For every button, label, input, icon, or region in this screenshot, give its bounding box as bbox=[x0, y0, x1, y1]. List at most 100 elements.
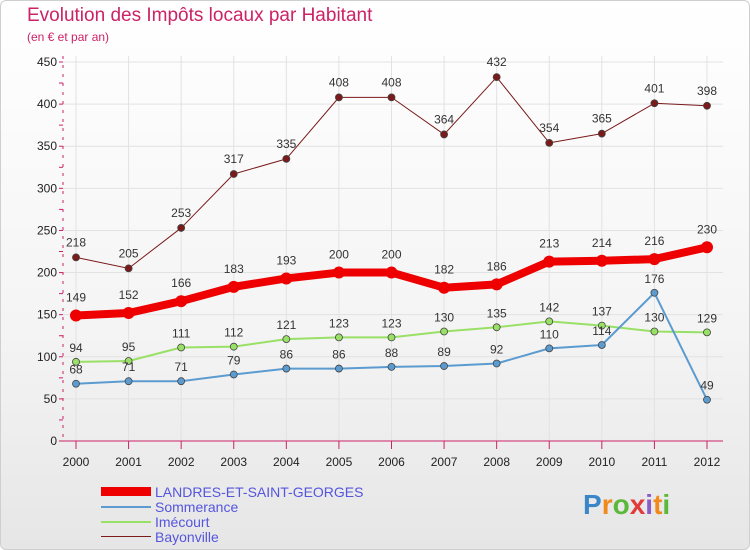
y-tick-label-400: 400 bbox=[37, 97, 57, 111]
legend-swatch-imecourt bbox=[101, 521, 151, 523]
point-sommerance-2003 bbox=[229, 370, 238, 379]
point-bayonville-2005 bbox=[335, 93, 343, 102]
x-tick-label-2006: 2006 bbox=[378, 455, 405, 469]
y-tick-label-350: 350 bbox=[37, 139, 57, 153]
data-label-im-court-2011: 130 bbox=[644, 311, 664, 325]
point-landres-et-saint-georges-2005 bbox=[332, 266, 345, 279]
point-sommerance-2006 bbox=[387, 362, 396, 371]
data-label-im-court-2000: 94 bbox=[69, 341, 83, 355]
legend-item-sommerance: Sommerance bbox=[101, 499, 421, 515]
data-label-bayonville-2008: 432 bbox=[487, 55, 507, 69]
x-tick-label-2010: 2010 bbox=[588, 455, 615, 469]
data-label-im-court-2003: 112 bbox=[224, 326, 243, 340]
point-im-court-2008 bbox=[492, 323, 501, 332]
data-label-sommerance-2005: 86 bbox=[332, 348, 346, 362]
point-sommerance-2010 bbox=[597, 341, 606, 349]
data-label-bayonville-2000: 218 bbox=[66, 235, 86, 249]
point-im-court-2004 bbox=[282, 335, 291, 343]
point-landres-et-saint-georges-2007 bbox=[438, 281, 451, 294]
data-label-bayonville-2012: 398 bbox=[697, 84, 717, 98]
point-landres-et-saint-georges-2004 bbox=[280, 272, 293, 285]
point-sommerance-2004 bbox=[282, 364, 291, 373]
point-sommerance-2008 bbox=[492, 359, 501, 368]
point-sommerance-2001 bbox=[124, 377, 133, 386]
point-sommerance-2011 bbox=[650, 288, 659, 297]
point-sommerance-2012 bbox=[703, 395, 711, 404]
y-tick-label-50: 50 bbox=[44, 392, 58, 406]
data-label-bayonville-2005: 408 bbox=[329, 75, 349, 89]
data-label-bayonville-2011: 401 bbox=[644, 81, 664, 95]
point-im-court-2007 bbox=[440, 327, 448, 336]
legend-label-bayonville: Bayonville bbox=[155, 529, 219, 545]
data-label-bayonville-2004: 335 bbox=[276, 137, 296, 151]
point-bayonville-2007 bbox=[440, 130, 448, 139]
chart-axes: 0 50 100 150 200 250 300 350 400 450 2000 2001 2002 2… bbox=[37, 55, 723, 469]
point-landres-et-saint-georges-2003 bbox=[227, 280, 240, 293]
x-tick-label-2012: 2012 bbox=[694, 455, 721, 469]
data-label-bayonville-2002: 253 bbox=[171, 206, 191, 220]
data-label-bayonville-2009: 354 bbox=[539, 121, 559, 135]
x-tick-label-2008: 2008 bbox=[483, 455, 510, 469]
point-landres-et-saint-georges-2002 bbox=[175, 295, 188, 308]
data-label-sommerance-2009: 110 bbox=[540, 327, 559, 341]
legend-label-landres: LANDRES-ET-SAINT-GEORGES bbox=[155, 484, 364, 500]
point-im-court-2010 bbox=[597, 321, 606, 330]
y-tick-label-300: 300 bbox=[37, 181, 57, 195]
chart-legend: LANDRES-ET-SAINT-GEORGES Sommerance Iméc… bbox=[101, 484, 421, 545]
legend-label-imecourt: Imécourt bbox=[155, 514, 210, 530]
x-tick-label-2002: 2002 bbox=[168, 455, 195, 469]
point-bayonville-2008 bbox=[492, 73, 501, 82]
y-tick-label-200: 200 bbox=[37, 266, 57, 280]
point-landres-et-saint-georges-2006 bbox=[385, 266, 398, 279]
data-label-landres-et-saint-georges-2005: 200 bbox=[329, 248, 349, 262]
point-sommerance-2002 bbox=[177, 377, 186, 386]
point-sommerance-2000 bbox=[72, 379, 80, 388]
point-im-court-2009 bbox=[545, 317, 554, 326]
chart-subtitle: (en € et par an) bbox=[27, 30, 110, 44]
legend-label-sommerance: Sommerance bbox=[155, 499, 239, 515]
point-im-court-2011 bbox=[650, 327, 659, 336]
data-label-sommerance-2004: 86 bbox=[280, 348, 294, 362]
point-im-court-2002 bbox=[177, 343, 186, 352]
data-label-bayonville-2007: 364 bbox=[434, 112, 454, 126]
x-tick-label-2007: 2007 bbox=[431, 455, 458, 469]
x-tick-label-2000: 2000 bbox=[63, 455, 90, 469]
point-landres-et-saint-georges-2012 bbox=[701, 241, 713, 254]
point-sommerance-2007 bbox=[440, 362, 448, 370]
proxiti-logo: Proxiti bbox=[583, 489, 671, 520]
data-label-im-court-2001: 95 bbox=[122, 340, 136, 354]
point-sommerance-2009 bbox=[545, 344, 554, 353]
data-label-sommerance-2007: 89 bbox=[437, 345, 451, 359]
point-bayonville-2000 bbox=[72, 253, 80, 262]
data-label-bayonville-2006: 408 bbox=[381, 75, 401, 89]
x-tick-label-2001: 2001 bbox=[115, 455, 142, 469]
data-label-landres-et-saint-georges-2010: 214 bbox=[592, 236, 612, 250]
data-label-landres-et-saint-georges-2004: 193 bbox=[276, 253, 296, 267]
point-bayonville-2010 bbox=[597, 129, 606, 138]
data-label-landres-et-saint-georges-2007: 182 bbox=[434, 263, 454, 277]
y-tick-label-250: 250 bbox=[37, 223, 57, 237]
data-label-bayonville-2001: 205 bbox=[119, 246, 139, 260]
chart-data-labels: 218 205 253 317 335 408 408 364 432 354 365 401 398 9… bbox=[66, 55, 717, 393]
data-label-im-court-2002: 111 bbox=[172, 327, 191, 341]
data-label-landres-et-saint-georges-2006: 200 bbox=[381, 248, 401, 262]
data-label-sommerance-2000: 68 bbox=[69, 363, 83, 377]
x-tick-label-2004: 2004 bbox=[273, 455, 300, 469]
y-tick-label-0: 0 bbox=[50, 434, 57, 448]
legend-swatch-bayonville bbox=[101, 536, 151, 537]
data-label-im-court-2008: 135 bbox=[487, 306, 507, 320]
point-bayonville-2006 bbox=[387, 93, 396, 102]
point-bayonville-2004 bbox=[282, 154, 291, 163]
chart-grid bbox=[63, 56, 723, 441]
point-sommerance-2005 bbox=[335, 364, 343, 373]
legend-item-bayonville: Bayonville bbox=[101, 529, 421, 545]
point-im-court-2006 bbox=[387, 333, 396, 342]
data-label-im-court-2004: 121 bbox=[276, 318, 296, 332]
point-bayonville-2003 bbox=[229, 170, 238, 178]
point-im-court-2001 bbox=[124, 357, 133, 365]
point-im-court-2003 bbox=[229, 342, 238, 351]
point-bayonville-2011 bbox=[650, 99, 659, 108]
point-im-court-2005 bbox=[335, 333, 343, 342]
